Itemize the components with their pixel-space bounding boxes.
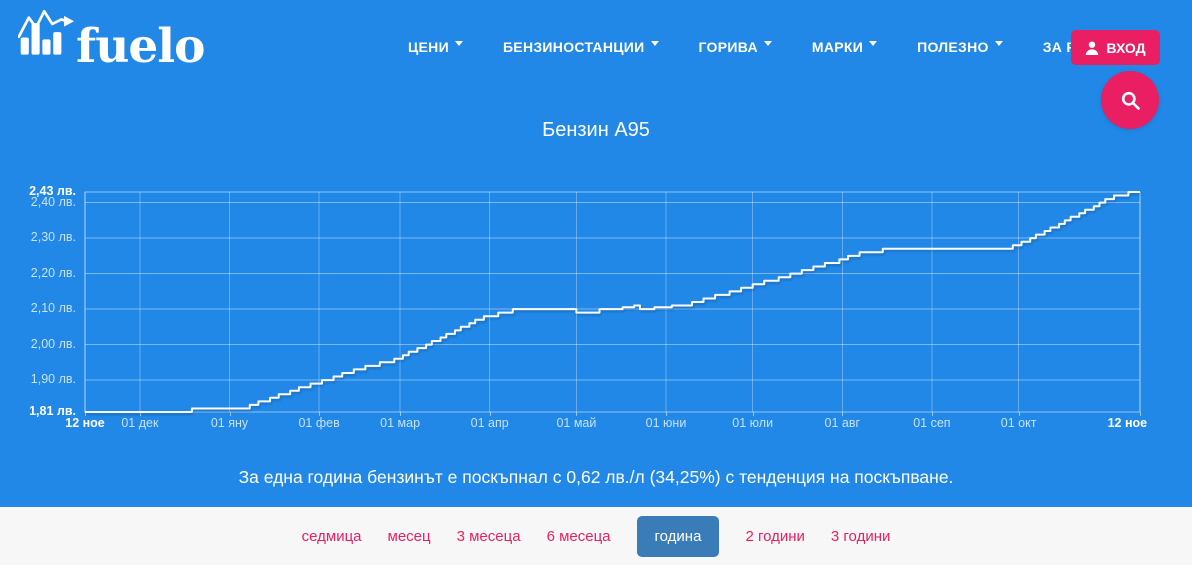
period-3-meseca[interactable]: 3 месеца bbox=[456, 527, 521, 545]
x-axis-label: 01 дек bbox=[121, 416, 159, 430]
y-axis-label: 2,40 лв. bbox=[30, 194, 76, 209]
x-axis-label: 12 ное bbox=[65, 416, 105, 430]
x-axis-label: 01 сеп bbox=[913, 416, 951, 430]
x-axis-tick bbox=[666, 412, 667, 416]
x-axis-tick bbox=[229, 412, 231, 416]
x-axis-label: 12 ное bbox=[1107, 416, 1148, 430]
x-axis-label: 01 окт bbox=[1000, 416, 1037, 430]
logo-text: fuelo bbox=[76, 19, 205, 74]
chart-title: Бензин А95 bbox=[542, 119, 650, 141]
user-icon bbox=[1085, 41, 1099, 55]
period-mesec[interactable]: месец bbox=[387, 527, 431, 545]
period-godina[interactable]: година bbox=[636, 515, 720, 557]
chevron-down-icon bbox=[454, 41, 463, 50]
y-axis-label: 2,10 лв. bbox=[30, 301, 76, 316]
x-axis-label: 01 фев bbox=[298, 416, 340, 430]
logo-chart-icon bbox=[17, 8, 76, 70]
search-icon bbox=[1120, 90, 1141, 111]
y-axis-label: 1,81 лв. bbox=[29, 404, 76, 418]
period-6-meseca[interactable]: 6 месеца bbox=[546, 527, 611, 545]
search-button[interactable] bbox=[1101, 71, 1159, 129]
x-axis-tick bbox=[319, 412, 321, 416]
y-axis-label: 2,30 лв. bbox=[30, 230, 76, 245]
period-2-godini[interactable]: 2 години bbox=[745, 527, 805, 545]
chevron-down-icon bbox=[650, 41, 659, 50]
nav-item-marki[interactable]: МАРКИ bbox=[812, 39, 878, 55]
x-axis-label: 01 юли bbox=[732, 416, 774, 430]
x-axis-tick bbox=[139, 412, 141, 416]
x-axis-label: 01 юни bbox=[645, 416, 687, 430]
nav-item-polezno[interactable]: ПОЛЕЗНО bbox=[917, 39, 1003, 55]
y-axis-label: 2,00 лв. bbox=[30, 336, 76, 351]
x-axis-tick bbox=[931, 412, 933, 416]
y-axis-label: 2,43 лв. bbox=[29, 184, 76, 198]
x-axis-tick bbox=[1018, 412, 1020, 416]
price-line bbox=[85, 191, 1140, 413]
x-axis-tick bbox=[400, 412, 402, 416]
x-axis-tick bbox=[752, 412, 754, 416]
x-axis-label: 01 яну bbox=[210, 416, 249, 430]
nav-item-goriva[interactable]: ГОРИВА bbox=[699, 39, 772, 55]
login-label: ВХОД bbox=[1106, 39, 1146, 56]
x-axis-tick bbox=[489, 412, 491, 416]
logo[interactable]: fuelo bbox=[17, 8, 205, 74]
x-axis-tick bbox=[842, 412, 844, 416]
x-axis-label: 01 авг bbox=[824, 416, 861, 430]
nav-item-ceni[interactable]: ЦЕНИ bbox=[408, 39, 463, 55]
chart-plot-area bbox=[84, 191, 1141, 413]
chevron-down-icon bbox=[869, 41, 878, 50]
x-axis-tick bbox=[576, 412, 578, 416]
y-axis-label: 2,20 лв. bbox=[30, 265, 76, 280]
trend-summary: За една година бензинът е поскъпнал с 0,… bbox=[238, 467, 954, 487]
period-sedmica[interactable]: седмица bbox=[301, 527, 362, 545]
login-button[interactable]: ВХОД bbox=[1071, 30, 1160, 65]
chevron-down-icon bbox=[994, 41, 1003, 50]
x-axis-label: 01 апр bbox=[470, 416, 509, 430]
x-axis-tick bbox=[1140, 412, 1141, 416]
y-axis-label: 1,90 лв. bbox=[30, 372, 76, 387]
x-axis-label: 01 май bbox=[556, 416, 597, 430]
chevron-down-icon bbox=[763, 41, 772, 50]
period-3-godini[interactable]: 3 години bbox=[830, 527, 891, 545]
x-axis-tick bbox=[85, 412, 86, 416]
main-nav: ЦЕНИ БЕНЗИНОСТАНЦИИ ГОРИВА МАРКИ ПОЛЕЗНО… bbox=[408, 39, 1130, 55]
x-axis-label: 01 мар bbox=[380, 416, 421, 430]
period-selector: седмица месец 3 месеца 6 месеца година 2… bbox=[0, 507, 1192, 565]
nav-item-benzinostancii[interactable]: БЕНЗИНОСТАНЦИИ bbox=[503, 39, 659, 55]
